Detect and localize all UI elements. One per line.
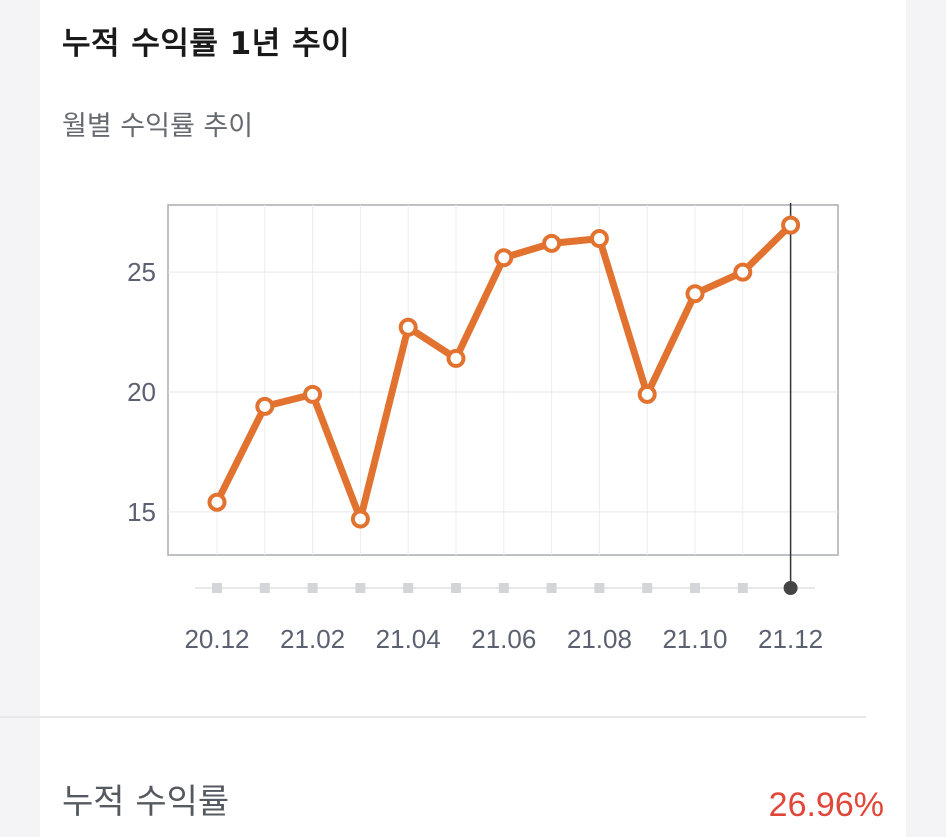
- month-marker[interactable]: [498, 583, 509, 593]
- x-tick-label: 21.04: [376, 624, 441, 654]
- data-point[interactable]: [350, 509, 370, 529]
- month-marker[interactable]: [307, 583, 318, 593]
- data-point[interactable]: [542, 233, 562, 253]
- x-tick-label: 21.02: [280, 624, 345, 654]
- x-tick-label: 21.06: [471, 624, 536, 654]
- month-marker[interactable]: [690, 583, 700, 593]
- summary-label: 누적 수익률: [62, 782, 230, 822]
- data-point[interactable]: [781, 215, 801, 235]
- data-point[interactable]: [255, 396, 275, 416]
- data-point[interactable]: [637, 384, 657, 404]
- x-tick-label: 20.12: [184, 624, 249, 654]
- chart-subtitle: 월별 수익률 추이: [62, 111, 254, 142]
- x-tick-label: 21.10: [662, 624, 727, 654]
- y-tick-label: 15: [127, 497, 156, 527]
- data-point[interactable]: [733, 262, 753, 282]
- data-point[interactable]: [303, 384, 323, 404]
- selected-month-marker[interactable]: [783, 581, 798, 595]
- section-divider: [0, 716, 866, 718]
- data-point[interactable]: [685, 284, 705, 304]
- month-marker[interactable]: [403, 583, 414, 593]
- data-point[interactable]: [446, 348, 466, 368]
- data-point[interactable]: [207, 492, 227, 512]
- y-tick-label: 25: [127, 257, 156, 287]
- x-tick-label: 21.12: [758, 624, 823, 654]
- month-marker[interactable]: [451, 583, 461, 593]
- data-point[interactable]: [494, 248, 514, 268]
- month-marker[interactable]: [642, 583, 653, 593]
- y-tick-label: 20: [127, 377, 156, 407]
- x-tick-label: 21.08: [567, 624, 632, 654]
- month-marker[interactable]: [212, 583, 222, 593]
- line-chart[interactable]: 15 20 25 20.12 21.02 21.04 21.06 21.08 21.10 21.…: [0, 0, 946, 700]
- data-point[interactable]: [398, 317, 418, 337]
- month-marker[interactable]: [546, 583, 557, 593]
- summary-value: 26.96%: [768, 786, 884, 824]
- data-point[interactable]: [589, 229, 609, 249]
- month-marker[interactable]: [594, 583, 605, 593]
- page-title: 누적 수익률 1년 추이: [62, 26, 351, 62]
- month-marker[interactable]: [259, 583, 270, 593]
- month-marker[interactable]: [355, 583, 366, 593]
- month-marker[interactable]: [737, 583, 748, 593]
